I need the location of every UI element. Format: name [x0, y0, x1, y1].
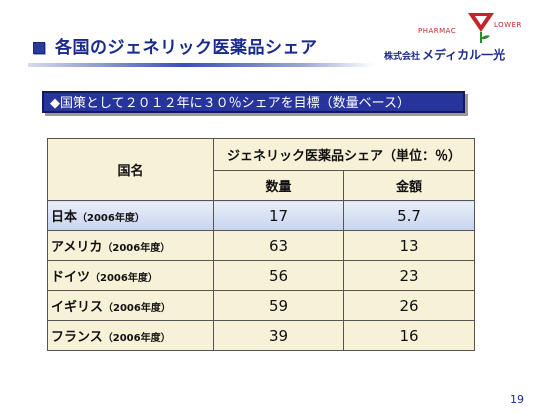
fiscal-year: （2006年度）	[90, 273, 158, 284]
country-name: 日本	[51, 210, 78, 225]
table-row: イギリス（2006年度） 59 26	[47, 290, 476, 321]
title-underline	[28, 63, 374, 67]
volume-cell: 56	[213, 260, 344, 291]
country-cell: アメリカ（2006年度）	[47, 230, 214, 261]
country-cell: イギリス（2006年度）	[47, 290, 214, 321]
volume-cell: 17	[213, 200, 344, 231]
country-header: 国名	[47, 138, 214, 201]
value-cell: 26	[342, 290, 476, 321]
fiscal-year: （2006年度）	[103, 303, 171, 314]
company-brand: メディカル一光	[422, 48, 506, 62]
country-cell: フランス（2006年度）	[47, 320, 214, 351]
table-row: 日本（2006年度） 17 5.7	[47, 200, 476, 231]
slide-title: 各国のジェネリック医薬品シェア	[55, 38, 318, 58]
table-row: ドイツ（2006年度） 56 23	[47, 260, 476, 291]
share-group-header: ジェネリック医薬品シェア（単位：％）	[212, 138, 476, 171]
country-cell: ドイツ（2006年度）	[47, 260, 214, 291]
title-bullet-square	[33, 42, 45, 54]
value-cell: 16	[342, 320, 476, 351]
volume-cell: 39	[213, 320, 344, 351]
generic-share-table: 国名 ジェネリック医薬品シェア（単位：％） 数量 金額 日本（2006年度） 1…	[47, 138, 476, 351]
logo-pharmac-text: PHARMAC	[418, 27, 457, 35]
page-number: 19	[510, 393, 524, 406]
country-cell: 日本（2006年度）	[47, 200, 214, 231]
flower-logo-icon	[468, 13, 494, 43]
country-name: ドイツ	[51, 270, 91, 285]
company-prefix: 株式会社	[384, 52, 421, 62]
goal-banner: ◆国策として２０１２年に３０％シェアを目標（数量ベース）	[42, 91, 465, 113]
fiscal-year: （2006年度）	[77, 213, 145, 224]
company-name: 株式会社 メディカル一光	[384, 46, 505, 63]
logo-lower-text: LOWER	[494, 21, 522, 29]
table-row: フランス（2006年度） 39 16	[47, 320, 476, 351]
value-column-header: 金額	[342, 170, 476, 201]
volume-cell: 63	[213, 230, 344, 261]
table-row: アメリカ（2006年度） 63 13	[47, 230, 476, 261]
country-name: イギリス	[51, 300, 104, 315]
value-cell: 13	[342, 230, 476, 261]
fiscal-year: （2006年度）	[102, 333, 171, 344]
fiscal-year: （2006年度）	[102, 243, 171, 254]
country-name: アメリカ	[51, 240, 103, 255]
value-cell: 5.7	[342, 200, 476, 231]
volume-cell: 59	[213, 290, 344, 321]
volume-column-header: 数量	[213, 170, 344, 201]
value-cell: 23	[342, 260, 476, 291]
country-name: フランス	[51, 330, 103, 345]
